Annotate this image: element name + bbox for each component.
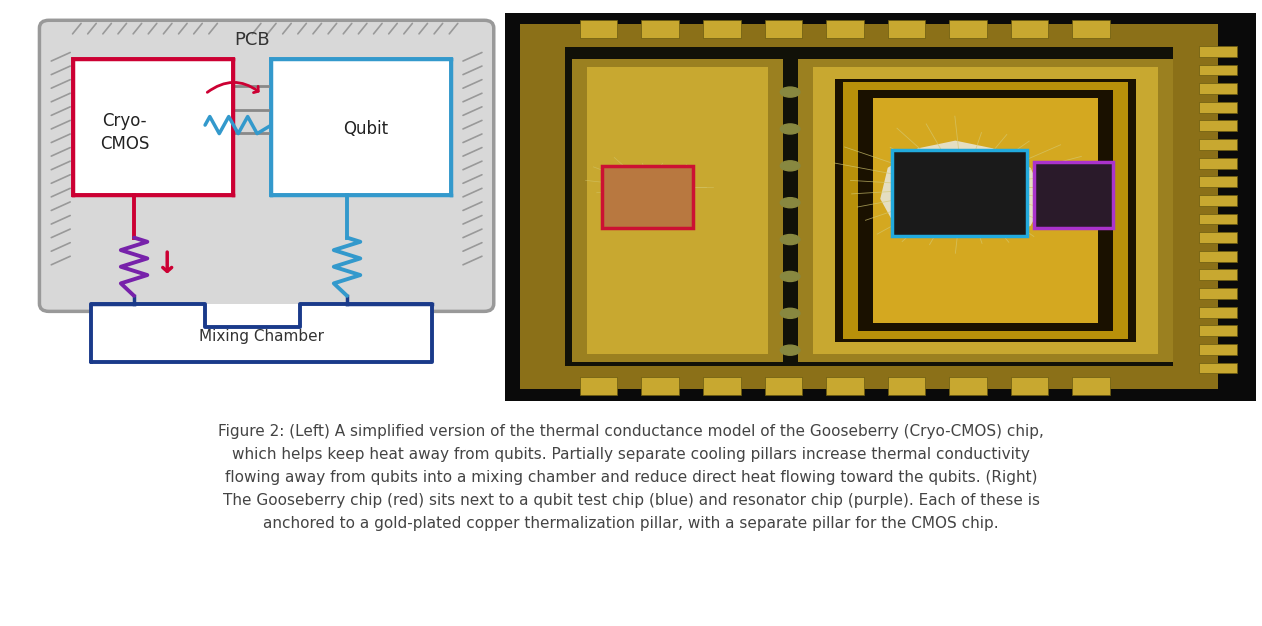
Text: Cryo-: Cryo- [102, 112, 146, 130]
Text: PCB: PCB [235, 31, 270, 49]
Circle shape [780, 161, 800, 171]
Circle shape [780, 198, 800, 208]
FancyBboxPatch shape [891, 150, 1027, 235]
FancyBboxPatch shape [1199, 83, 1237, 94]
FancyBboxPatch shape [1199, 177, 1237, 187]
FancyBboxPatch shape [73, 59, 233, 195]
Circle shape [780, 345, 800, 355]
FancyBboxPatch shape [827, 377, 863, 395]
FancyBboxPatch shape [887, 377, 925, 395]
Circle shape [780, 308, 800, 319]
FancyBboxPatch shape [1199, 307, 1237, 317]
FancyBboxPatch shape [949, 377, 987, 395]
FancyBboxPatch shape [1199, 232, 1237, 243]
FancyBboxPatch shape [1199, 102, 1237, 113]
FancyBboxPatch shape [587, 67, 767, 354]
FancyBboxPatch shape [703, 20, 741, 38]
Polygon shape [881, 141, 1045, 238]
FancyBboxPatch shape [1199, 213, 1237, 225]
FancyBboxPatch shape [1199, 326, 1237, 336]
Text: Qubit: Qubit [343, 120, 389, 138]
FancyBboxPatch shape [206, 304, 300, 327]
FancyBboxPatch shape [873, 98, 1098, 323]
FancyBboxPatch shape [798, 59, 1174, 362]
FancyBboxPatch shape [565, 48, 1174, 366]
FancyBboxPatch shape [505, 13, 1256, 401]
FancyBboxPatch shape [1199, 362, 1237, 374]
FancyBboxPatch shape [581, 20, 617, 38]
FancyBboxPatch shape [1199, 344, 1237, 355]
FancyBboxPatch shape [1073, 20, 1111, 38]
FancyBboxPatch shape [271, 59, 452, 195]
FancyBboxPatch shape [39, 20, 493, 311]
FancyBboxPatch shape [835, 78, 1136, 342]
FancyBboxPatch shape [520, 24, 1218, 389]
FancyBboxPatch shape [1011, 20, 1049, 38]
FancyBboxPatch shape [843, 83, 1128, 339]
FancyBboxPatch shape [602, 166, 693, 228]
Circle shape [780, 87, 800, 97]
FancyBboxPatch shape [1199, 64, 1237, 75]
FancyBboxPatch shape [827, 20, 863, 38]
FancyBboxPatch shape [1199, 120, 1237, 131]
FancyBboxPatch shape [765, 377, 803, 395]
Circle shape [780, 272, 800, 282]
Text: Figure 2: (Left) A simplified version of the thermal conductance model of the Go: Figure 2: (Left) A simplified version of… [218, 424, 1044, 531]
FancyBboxPatch shape [703, 377, 741, 395]
FancyBboxPatch shape [765, 20, 803, 38]
FancyBboxPatch shape [813, 67, 1159, 354]
FancyBboxPatch shape [1011, 377, 1049, 395]
FancyBboxPatch shape [1199, 288, 1237, 299]
FancyBboxPatch shape [949, 20, 987, 38]
FancyBboxPatch shape [641, 20, 679, 38]
FancyBboxPatch shape [573, 59, 782, 362]
Text: Mixing Chamber: Mixing Chamber [199, 329, 324, 344]
Text: CMOS: CMOS [100, 135, 149, 153]
FancyBboxPatch shape [92, 304, 432, 362]
FancyBboxPatch shape [641, 377, 679, 395]
FancyBboxPatch shape [1199, 269, 1237, 280]
Circle shape [780, 124, 800, 134]
FancyBboxPatch shape [858, 90, 1113, 331]
FancyBboxPatch shape [1199, 251, 1237, 262]
FancyBboxPatch shape [887, 20, 925, 38]
Circle shape [780, 235, 800, 245]
FancyBboxPatch shape [1034, 162, 1113, 228]
FancyBboxPatch shape [1199, 46, 1237, 57]
FancyBboxPatch shape [1199, 195, 1237, 206]
FancyBboxPatch shape [581, 377, 617, 395]
FancyBboxPatch shape [1073, 377, 1111, 395]
FancyBboxPatch shape [1199, 158, 1237, 168]
FancyBboxPatch shape [1199, 139, 1237, 150]
